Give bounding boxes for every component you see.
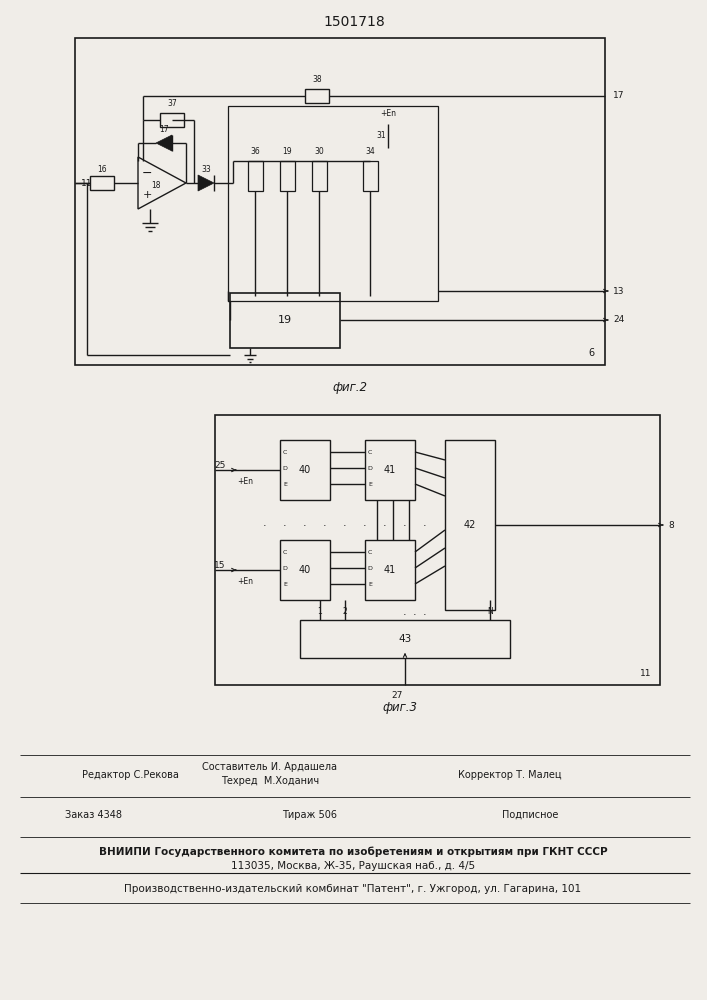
Text: −: −: [141, 166, 152, 180]
Text: 42: 42: [464, 520, 477, 530]
Text: 24: 24: [613, 316, 624, 324]
Text: .: .: [323, 518, 327, 528]
Text: C: C: [283, 450, 287, 454]
Text: D: D: [368, 566, 373, 570]
Text: .: .: [363, 518, 367, 528]
Text: .: .: [423, 518, 427, 528]
Text: 19: 19: [282, 147, 292, 156]
Text: E: E: [368, 582, 372, 586]
Text: .: .: [413, 607, 417, 617]
Text: 2: 2: [343, 607, 347, 616]
Text: +En: +En: [237, 478, 253, 487]
Bar: [75, 38, 605, 365]
Text: 16: 16: [97, 164, 107, 174]
Bar: [280, 540, 330, 600]
Bar: [90, 176, 114, 190]
Text: .: .: [284, 518, 287, 528]
Text: E: E: [368, 482, 372, 487]
Text: 6: 6: [588, 348, 594, 358]
Text: фиг.3: фиг.3: [382, 700, 418, 714]
Bar: [365, 440, 415, 500]
Text: 18: 18: [151, 180, 160, 190]
Text: D: D: [283, 566, 288, 570]
Text: 17: 17: [159, 124, 169, 133]
Text: 27: 27: [391, 690, 403, 700]
Text: .: .: [403, 518, 407, 528]
Bar: [280, 440, 330, 500]
Text: 1501718: 1501718: [323, 15, 385, 29]
Text: 1: 1: [317, 607, 322, 616]
Text: C: C: [368, 450, 372, 454]
Text: 40: 40: [299, 465, 311, 475]
Text: 19: 19: [278, 315, 292, 325]
Text: 30: 30: [314, 147, 324, 156]
Bar: [445, 440, 495, 610]
Text: .: .: [383, 518, 387, 528]
Text: 40: 40: [299, 565, 311, 575]
Bar: [365, 540, 415, 600]
Text: +En: +En: [237, 578, 253, 586]
Text: E: E: [283, 582, 287, 586]
Bar: [305, 89, 329, 103]
Text: +: +: [142, 190, 152, 200]
Text: Редактор С.Рекова: Редактор С.Рекова: [81, 770, 178, 780]
Text: 31: 31: [376, 131, 386, 140]
Text: .: .: [403, 607, 407, 617]
Bar: [230, 293, 340, 348]
Text: 41: 41: [384, 565, 396, 575]
Text: 8: 8: [668, 520, 674, 530]
Text: .: .: [423, 607, 427, 617]
Text: .: .: [263, 518, 267, 528]
Text: Техред  М.Ходанич: Техред М.Ходанич: [221, 776, 319, 786]
Text: 37: 37: [167, 100, 177, 108]
Bar: [248, 161, 263, 191]
Text: 41: 41: [384, 465, 396, 475]
Text: 13: 13: [613, 286, 624, 296]
Text: D: D: [368, 466, 373, 471]
Text: C: C: [368, 550, 372, 554]
Text: Заказ 4348: Заказ 4348: [65, 810, 122, 820]
Text: D: D: [283, 466, 288, 471]
Polygon shape: [156, 135, 172, 151]
Text: 11: 11: [641, 668, 652, 678]
Text: 36: 36: [250, 147, 260, 156]
Text: N: N: [487, 607, 493, 616]
Bar: [160, 113, 184, 127]
Text: Производственно-издательский комбинат "Патент", г. Ужгород, ул. Гагарина, 101: Производственно-издательский комбинат "П…: [124, 884, 582, 894]
Text: .: .: [303, 518, 307, 528]
Bar: [363, 161, 378, 191]
Text: 34: 34: [365, 147, 375, 156]
Text: 43: 43: [398, 634, 411, 644]
Text: 15: 15: [214, 560, 226, 570]
Text: 38: 38: [312, 76, 322, 85]
Text: ВНИИПИ Государственного комитета по изобретениям и открытиям при ГКНТ СССР: ВНИИПИ Государственного комитета по изоб…: [99, 847, 607, 857]
Bar: [312, 161, 327, 191]
Bar: [300, 620, 510, 658]
Text: Тираж 506: Тираж 506: [283, 810, 337, 820]
Text: фиг.2: фиг.2: [332, 380, 368, 393]
Text: 17: 17: [613, 92, 624, 101]
Text: 25: 25: [214, 460, 226, 470]
Text: 11: 11: [81, 180, 93, 188]
Bar: [228, 106, 438, 301]
Text: E: E: [283, 482, 287, 487]
Text: Подписное: Подписное: [502, 810, 559, 820]
Text: Составитель И. Ардашела: Составитель И. Ардашела: [202, 762, 337, 772]
Text: +En: +En: [380, 109, 396, 118]
Text: C: C: [283, 550, 287, 554]
Text: 33: 33: [201, 164, 211, 174]
Text: 113035, Москва, Ж-35, Раушская наб., д. 4/5: 113035, Москва, Ж-35, Раушская наб., д. …: [231, 861, 475, 871]
Text: Корректор Т. Малец: Корректор Т. Малец: [458, 770, 562, 780]
Bar: [280, 161, 295, 191]
Text: .: .: [343, 518, 347, 528]
Polygon shape: [198, 175, 214, 191]
Bar: [215, 415, 660, 685]
